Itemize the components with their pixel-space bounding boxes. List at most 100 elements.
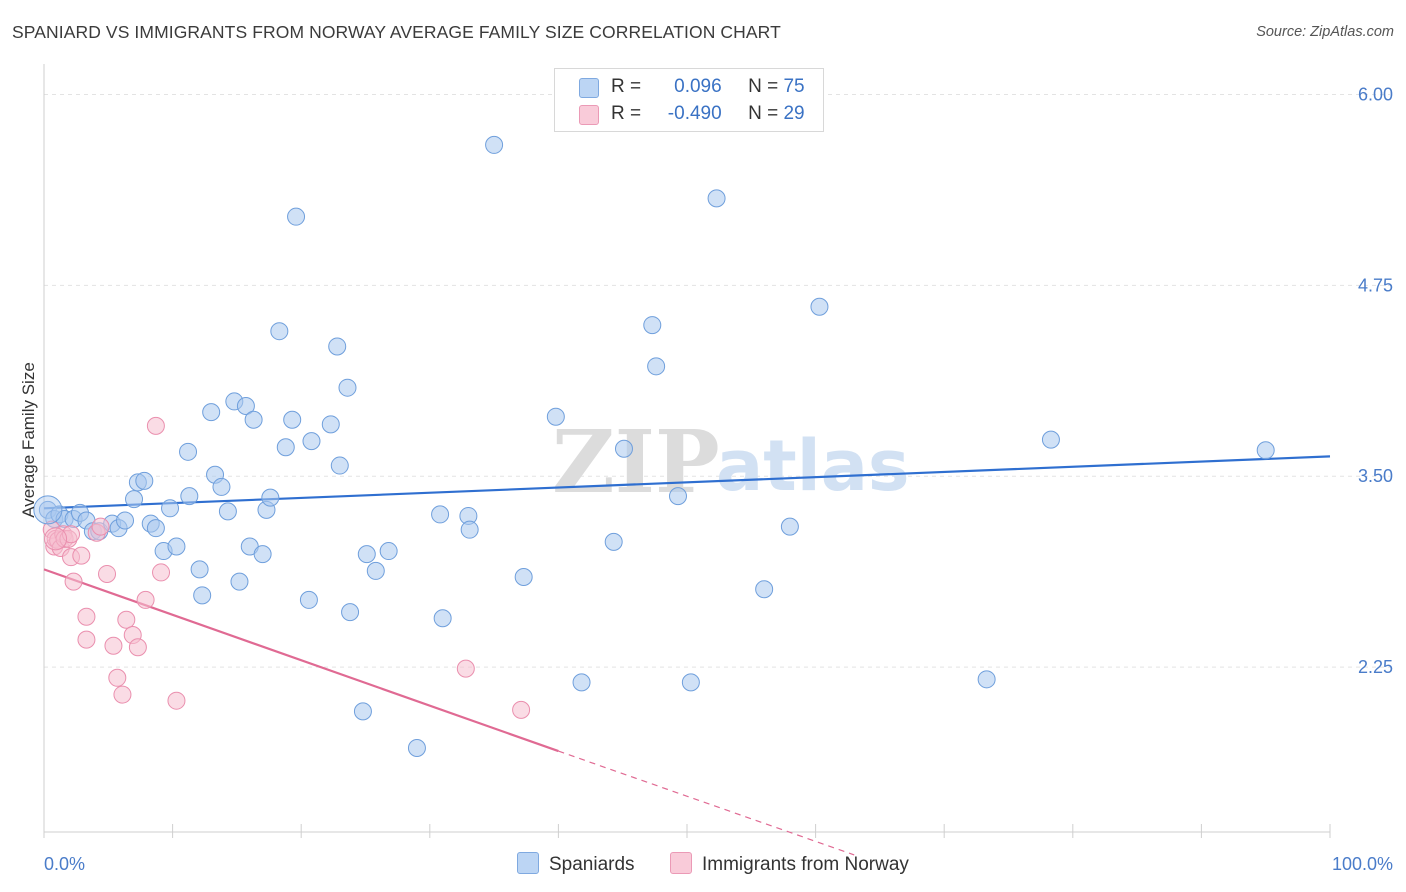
norway-point bbox=[64, 572, 83, 591]
spaniards-point bbox=[433, 609, 452, 628]
chart-title: SPANIARD VS IMMIGRANTS FROM NORWAY AVERA… bbox=[12, 22, 781, 42]
spaniards-point bbox=[330, 456, 349, 475]
spaniards-point bbox=[230, 572, 249, 591]
spaniards-point bbox=[379, 542, 398, 561]
spaniards-point bbox=[614, 439, 633, 458]
spaniards-point bbox=[810, 297, 829, 316]
norway-point bbox=[146, 416, 165, 435]
y-tick-label: 3.50 bbox=[1358, 466, 1393, 486]
spaniards-point bbox=[328, 337, 347, 356]
spaniards-point bbox=[253, 545, 272, 564]
legend-r-label: R = bbox=[611, 76, 642, 97]
bottom-legend-swatch-spaniards bbox=[517, 852, 539, 874]
spaniards-point bbox=[780, 517, 799, 536]
spaniards-point bbox=[236, 397, 255, 416]
norway-point bbox=[77, 607, 96, 626]
spaniards-point bbox=[977, 670, 996, 689]
y-tick-label: 2.25 bbox=[1358, 657, 1393, 677]
spaniards-point bbox=[643, 316, 662, 335]
legend-r-value: 0.096 bbox=[674, 76, 722, 97]
spaniards-point bbox=[1041, 430, 1060, 449]
spaniards-point bbox=[1256, 441, 1275, 460]
stats-legend: R = 0.096 N = 75 R = -0.490 N = 29 bbox=[554, 68, 824, 132]
x-tick-label: 0.0% bbox=[44, 854, 85, 874]
legend-swatch-norway bbox=[579, 105, 599, 125]
spaniards-point bbox=[261, 488, 280, 507]
spaniards-trend-line bbox=[43, 455, 1331, 510]
norway-trend-line bbox=[43, 568, 559, 753]
y-tick-label: 6.00 bbox=[1358, 85, 1393, 105]
norway-point bbox=[113, 685, 132, 704]
spaniards-point bbox=[431, 505, 450, 524]
legend-swatch-spaniards bbox=[579, 78, 599, 98]
norway-point bbox=[167, 691, 186, 710]
norway-point bbox=[104, 636, 123, 655]
spaniards-point bbox=[681, 673, 700, 692]
spaniards-point bbox=[321, 415, 340, 434]
spaniards-point bbox=[353, 702, 372, 721]
legend-n-label: N = bbox=[748, 76, 779, 97]
grid bbox=[44, 94, 1390, 668]
norway-cluster-point bbox=[44, 527, 68, 551]
y-axis-label: Average Family Size bbox=[19, 362, 38, 518]
bottom-legend-swatch-norway bbox=[670, 852, 692, 874]
spaniards-point bbox=[212, 477, 231, 496]
spaniards-point bbox=[707, 189, 726, 208]
spaniards-point bbox=[180, 487, 199, 506]
x-tick-label: 100.0% bbox=[1332, 854, 1393, 874]
spaniards-point bbox=[604, 532, 623, 551]
spaniards-point bbox=[202, 403, 221, 422]
spaniards-point bbox=[572, 673, 591, 692]
bottom-legend-spaniards: Spaniards bbox=[517, 852, 635, 876]
spaniards-point bbox=[125, 490, 144, 509]
norway-trend-line-extension bbox=[558, 750, 855, 856]
spaniards-point bbox=[357, 545, 376, 564]
trend-lines bbox=[43, 455, 1331, 856]
spaniards-point bbox=[146, 519, 165, 538]
spaniards-point bbox=[755, 580, 774, 599]
norway-point bbox=[136, 590, 155, 609]
bottom-legend-label-norway: Immigrants from Norway bbox=[702, 854, 909, 875]
norway-point bbox=[108, 668, 127, 687]
spaniards-point bbox=[244, 410, 263, 429]
norway-point bbox=[91, 517, 110, 536]
spaniards-point bbox=[179, 442, 198, 461]
spaniards-point bbox=[218, 502, 237, 521]
legend-r-value: -0.490 bbox=[667, 103, 722, 124]
legend-n-value: 29 bbox=[783, 103, 805, 124]
data-points bbox=[33, 135, 1275, 758]
spaniards-point bbox=[270, 322, 289, 341]
source-label: Source: ZipAtlas.com bbox=[1256, 24, 1394, 40]
spaniards-point bbox=[668, 487, 687, 506]
spaniards-point bbox=[407, 739, 426, 758]
spaniards-point bbox=[190, 560, 209, 579]
watermark-atlas: atlas bbox=[716, 425, 910, 507]
norway-point bbox=[77, 630, 96, 649]
norway-point bbox=[98, 564, 117, 583]
spaniards-point bbox=[287, 207, 306, 226]
spaniards-cluster-point bbox=[33, 495, 63, 525]
tick-labels: 2.25 3.50 4.75 6.00 0.0% 100.0% Average Family… bbox=[19, 85, 1393, 874]
spaniards-point bbox=[193, 586, 212, 605]
legend-n-label: N = bbox=[748, 103, 779, 124]
spaniards-point bbox=[161, 499, 180, 518]
y-tick-label: 4.75 bbox=[1358, 275, 1393, 295]
spaniards-point bbox=[302, 432, 321, 451]
norway-point bbox=[512, 700, 531, 719]
norway-point bbox=[456, 659, 475, 678]
norway-point bbox=[72, 546, 91, 565]
spaniards-point bbox=[167, 537, 186, 556]
spaniards-point bbox=[647, 357, 666, 376]
spaniards-point bbox=[338, 378, 357, 397]
watermark-zip: ZIP bbox=[552, 412, 720, 513]
spaniards-point bbox=[276, 438, 295, 457]
spaniards-point bbox=[299, 590, 318, 609]
spaniards-point bbox=[485, 135, 504, 154]
spaniards-point bbox=[546, 407, 565, 426]
bottom-legend-label-spaniards: Spaniards bbox=[549, 854, 635, 875]
axes bbox=[43, 64, 1331, 838]
legend-r-label: R = bbox=[611, 103, 642, 124]
legend-n-value: 75 bbox=[783, 76, 805, 97]
